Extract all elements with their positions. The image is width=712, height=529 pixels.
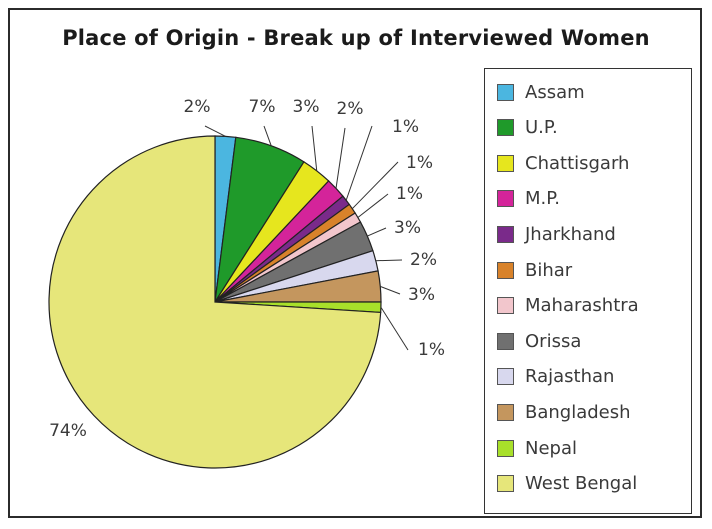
leader-line <box>367 227 387 237</box>
legend-label: West Bengal <box>525 473 638 495</box>
slice-percent-label: 2% <box>410 250 437 270</box>
legend-item: West Bengal <box>497 471 637 497</box>
legend-label: Nepal <box>525 437 577 459</box>
legend-swatch <box>497 154 514 172</box>
slice-percent-label: 1% <box>418 340 445 360</box>
chart-legend: Assam U.P. Chattisgarh M.P. Jharkhand Bihar Ma… <box>484 68 692 514</box>
slice-percent-label: 3% <box>293 97 320 117</box>
leader-line <box>380 285 401 295</box>
legend-swatch <box>497 225 514 243</box>
slice-percent-label: 1% <box>396 184 423 204</box>
leader-line <box>335 127 346 189</box>
pie-slice-west-bengal <box>48 135 382 469</box>
legend-swatch <box>497 83 514 101</box>
legend-swatch <box>497 190 514 208</box>
legend-item: Jharkhand <box>497 221 616 247</box>
legend-swatch <box>497 261 514 279</box>
slice-percent-label: 3% <box>394 218 421 238</box>
legend-swatch <box>497 475 514 493</box>
legend-swatch <box>497 368 514 386</box>
chart-title: Place of Origin - Break up of Interviewe… <box>62 26 650 50</box>
leader-line <box>204 125 226 137</box>
legend-swatch <box>497 119 514 137</box>
legend-swatch <box>497 439 514 457</box>
leader-line <box>311 125 318 171</box>
slice-percent-label: 2% <box>184 97 211 117</box>
legend-item: Bangladesh <box>497 399 631 425</box>
legend-label: Chattisgarh <box>525 152 630 174</box>
legend-item: Nepal <box>497 435 577 461</box>
legend-item: M.P. <box>497 186 560 212</box>
slice-percent-label: 7% <box>249 97 276 117</box>
legend-label: M.P. <box>525 188 561 210</box>
legend-label: Bangladesh <box>525 401 631 423</box>
legend-item: Maharashtra <box>497 293 639 319</box>
slice-percent-label: 3% <box>408 285 435 305</box>
legend-label: Maharashtra <box>525 295 639 317</box>
legend-item: Bihar <box>497 257 572 283</box>
legend-label: Bihar <box>525 259 573 281</box>
legend-item: Rajasthan <box>497 364 614 390</box>
leader-line <box>357 193 389 218</box>
leader-line <box>263 125 272 146</box>
leader-line <box>375 259 403 262</box>
legend-label: Jharkhand <box>525 223 616 245</box>
legend-swatch <box>497 403 514 421</box>
legend-item: U.P. <box>497 115 558 141</box>
legend-item: Orissa <box>497 328 581 354</box>
leader-line <box>380 306 409 351</box>
slice-percent-label: 2% <box>337 99 364 119</box>
legend-label: Orissa <box>525 330 582 352</box>
legend-item: Assam <box>497 79 585 105</box>
slice-percent-label: 1% <box>406 153 433 173</box>
legend-label: U.P. <box>525 117 558 139</box>
slice-percent-label: 74% <box>49 421 87 441</box>
leader-line <box>351 161 399 210</box>
legend-swatch <box>497 297 514 315</box>
legend-label: Assam <box>525 81 585 103</box>
leader-line <box>345 125 373 201</box>
slice-percent-label: 1% <box>392 117 419 137</box>
legend-item: Chattisgarh <box>497 150 629 176</box>
legend-swatch <box>497 332 514 350</box>
legend-label: Rajasthan <box>525 366 615 388</box>
